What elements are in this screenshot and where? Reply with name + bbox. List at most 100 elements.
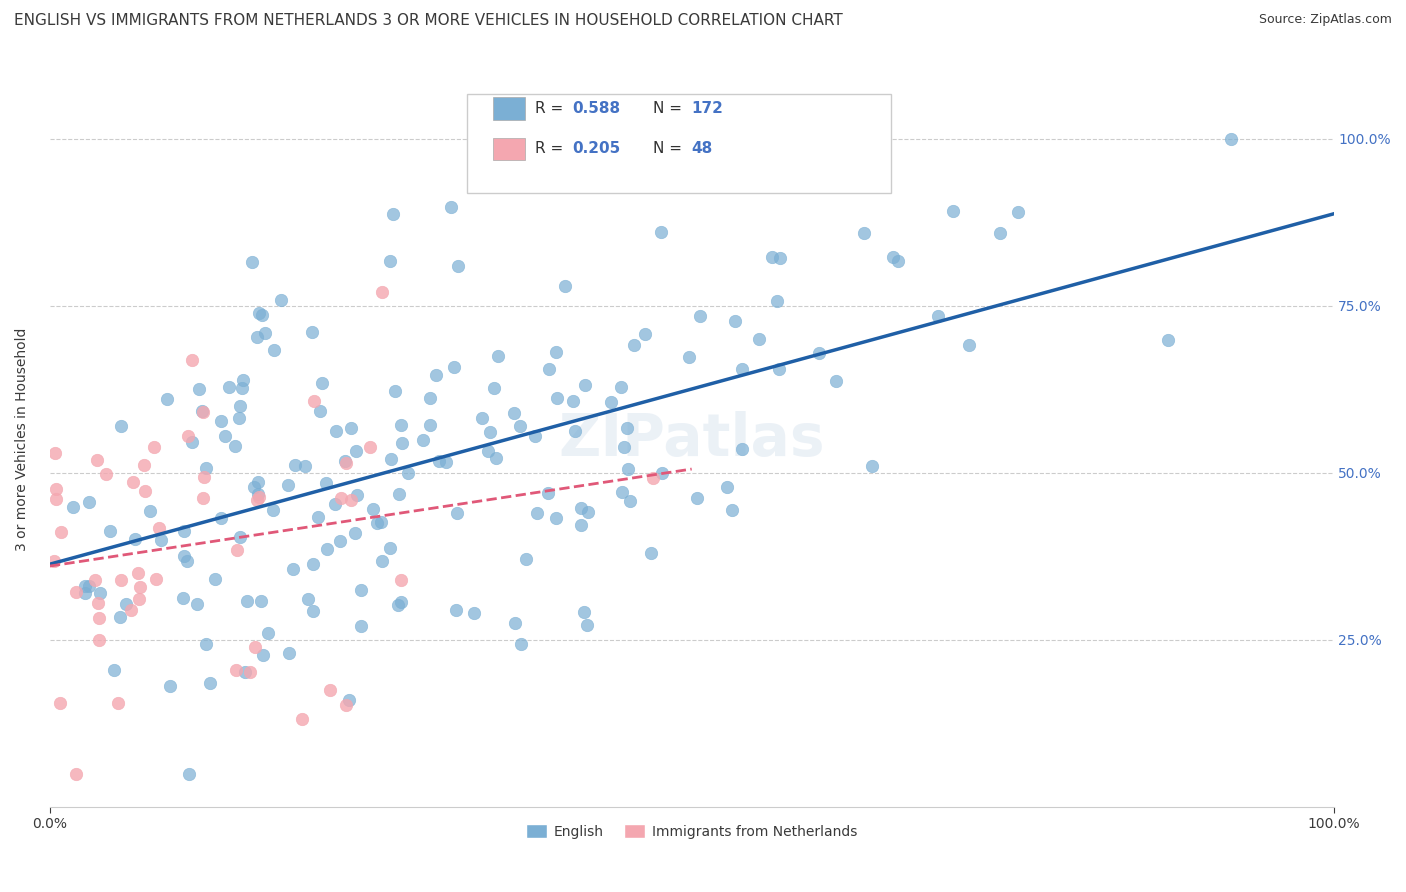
Point bbox=[270, 293, 292, 307]
Point bbox=[284, 458, 307, 473]
Point bbox=[747, 332, 769, 346]
Point bbox=[766, 293, 789, 308]
Point bbox=[297, 591, 319, 606]
Point bbox=[509, 637, 531, 651]
Point bbox=[486, 349, 509, 363]
Point bbox=[350, 582, 373, 597]
Point bbox=[651, 466, 673, 480]
Point bbox=[440, 200, 463, 214]
Point bbox=[311, 376, 333, 390]
Point bbox=[425, 368, 447, 382]
Point bbox=[546, 391, 568, 405]
Point bbox=[768, 362, 790, 376]
Point bbox=[214, 429, 236, 443]
Point bbox=[224, 439, 246, 453]
Point bbox=[350, 619, 373, 633]
Point bbox=[218, 380, 240, 394]
Point bbox=[617, 462, 640, 476]
Point bbox=[574, 605, 596, 619]
FancyBboxPatch shape bbox=[492, 138, 524, 160]
Text: N =: N = bbox=[654, 101, 688, 116]
Text: 48: 48 bbox=[692, 142, 713, 156]
Point bbox=[366, 516, 388, 530]
Point bbox=[247, 486, 270, 500]
Point bbox=[277, 477, 299, 491]
Point bbox=[193, 469, 215, 483]
Point bbox=[599, 395, 621, 409]
Point bbox=[181, 434, 204, 449]
Point bbox=[65, 585, 87, 599]
Point bbox=[574, 377, 596, 392]
Point bbox=[159, 679, 181, 693]
Point bbox=[87, 611, 110, 625]
Point bbox=[335, 456, 357, 470]
Point bbox=[194, 461, 217, 475]
Point bbox=[98, 524, 121, 538]
Point bbox=[128, 592, 150, 607]
Point bbox=[576, 618, 599, 632]
Point bbox=[96, 467, 118, 481]
Point bbox=[325, 424, 347, 438]
Point bbox=[444, 603, 467, 617]
Point bbox=[343, 526, 366, 541]
Point bbox=[204, 572, 226, 586]
Point bbox=[446, 506, 468, 520]
Point bbox=[180, 353, 202, 368]
Text: 0.205: 0.205 bbox=[572, 142, 620, 156]
Point bbox=[569, 500, 592, 515]
Point bbox=[344, 443, 367, 458]
Point bbox=[724, 314, 747, 328]
Point bbox=[613, 440, 636, 454]
Point bbox=[229, 399, 252, 413]
Point bbox=[62, 500, 84, 515]
Text: ENGLISH VS IMMIGRANTS FROM NETHERLANDS 3 OR MORE VEHICLES IN HOUSEHOLD CORRELATI: ENGLISH VS IMMIGRANTS FROM NETHERLANDS 3… bbox=[14, 13, 842, 29]
Point bbox=[554, 279, 576, 293]
Point bbox=[419, 391, 441, 405]
Point bbox=[1157, 333, 1180, 347]
Point bbox=[235, 665, 257, 679]
Point bbox=[229, 530, 252, 544]
Point bbox=[329, 491, 352, 506]
Point bbox=[315, 476, 337, 491]
Text: Source: ZipAtlas.com: Source: ZipAtlas.com bbox=[1258, 13, 1392, 27]
Point bbox=[132, 458, 155, 472]
Point bbox=[619, 494, 641, 508]
Point bbox=[389, 574, 412, 588]
Point bbox=[44, 445, 66, 459]
Point bbox=[361, 502, 384, 516]
Point bbox=[243, 480, 266, 494]
Point bbox=[391, 436, 413, 450]
Point bbox=[110, 418, 132, 433]
Point bbox=[502, 406, 524, 420]
Text: R =: R = bbox=[536, 101, 568, 116]
Point bbox=[302, 393, 325, 408]
Point bbox=[678, 350, 700, 364]
Point bbox=[346, 488, 368, 502]
Point bbox=[87, 596, 110, 610]
Point bbox=[239, 665, 262, 679]
Point bbox=[145, 573, 167, 587]
Point bbox=[852, 227, 875, 241]
Point bbox=[156, 392, 179, 406]
Point bbox=[610, 484, 633, 499]
Point bbox=[329, 533, 352, 548]
Point bbox=[316, 541, 339, 556]
Text: R =: R = bbox=[536, 142, 568, 156]
Point bbox=[319, 682, 342, 697]
Point bbox=[769, 251, 792, 265]
Point bbox=[49, 696, 72, 710]
Point bbox=[623, 338, 645, 352]
Point bbox=[988, 226, 1011, 240]
Point bbox=[544, 344, 567, 359]
Point bbox=[761, 250, 783, 264]
Point bbox=[576, 505, 599, 519]
Point bbox=[103, 663, 125, 677]
Point bbox=[808, 346, 831, 360]
Point bbox=[640, 546, 662, 560]
Point bbox=[83, 574, 105, 588]
Point bbox=[471, 411, 494, 425]
Point bbox=[443, 359, 465, 374]
Point bbox=[77, 495, 100, 509]
Point bbox=[278, 646, 301, 660]
Point bbox=[686, 491, 709, 506]
